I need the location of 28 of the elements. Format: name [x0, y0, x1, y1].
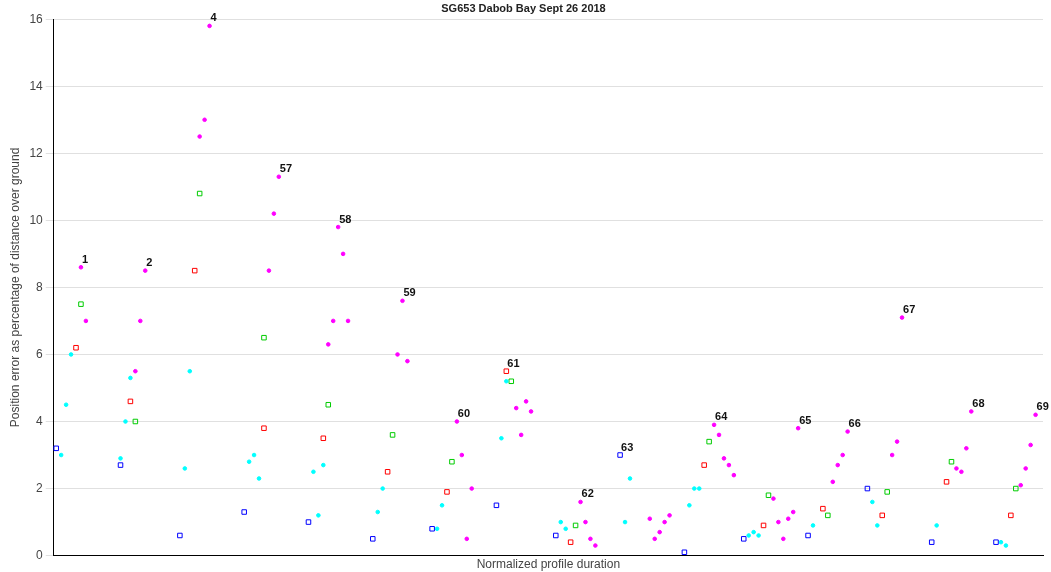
- annotation: 61: [507, 356, 520, 369]
- annotation: 64: [715, 410, 729, 423]
- y-tick-label: 6: [36, 346, 44, 361]
- annotation: 1: [81, 252, 89, 265]
- annotation: 65: [799, 413, 812, 426]
- annotation: 60: [457, 407, 471, 420]
- annotation: 69: [1036, 400, 1049, 413]
- annotation: 67: [903, 303, 916, 316]
- annotation: 59: [403, 286, 416, 299]
- annotation: 57: [279, 162, 293, 175]
- y-tick-label: 4: [36, 413, 44, 428]
- x-axis-title: Normalized profile duration: [476, 557, 621, 572]
- annotation: 66: [848, 417, 861, 430]
- annotation: 68: [972, 396, 985, 409]
- annotation: 58: [339, 212, 352, 225]
- y-tick-label: 2: [36, 480, 44, 495]
- chart-title: SG653 Dabob Bay Sept 26 2018: [441, 1, 606, 14]
- y-tick-label: 0: [36, 547, 44, 562]
- y-tick-label: 14: [29, 78, 44, 93]
- y-tick-label: 16: [29, 11, 44, 26]
- y-axis-title: Position error as percentage of distance over ground: [7, 147, 22, 428]
- y-tick-label: 8: [36, 279, 44, 294]
- y-tick-label: 12: [29, 145, 44, 160]
- annotation: 4: [210, 11, 218, 24]
- annotation: 62: [581, 487, 594, 500]
- annotation: 63: [621, 440, 634, 453]
- annotation: 2: [146, 256, 153, 269]
- y-tick-label: 10: [29, 212, 44, 227]
